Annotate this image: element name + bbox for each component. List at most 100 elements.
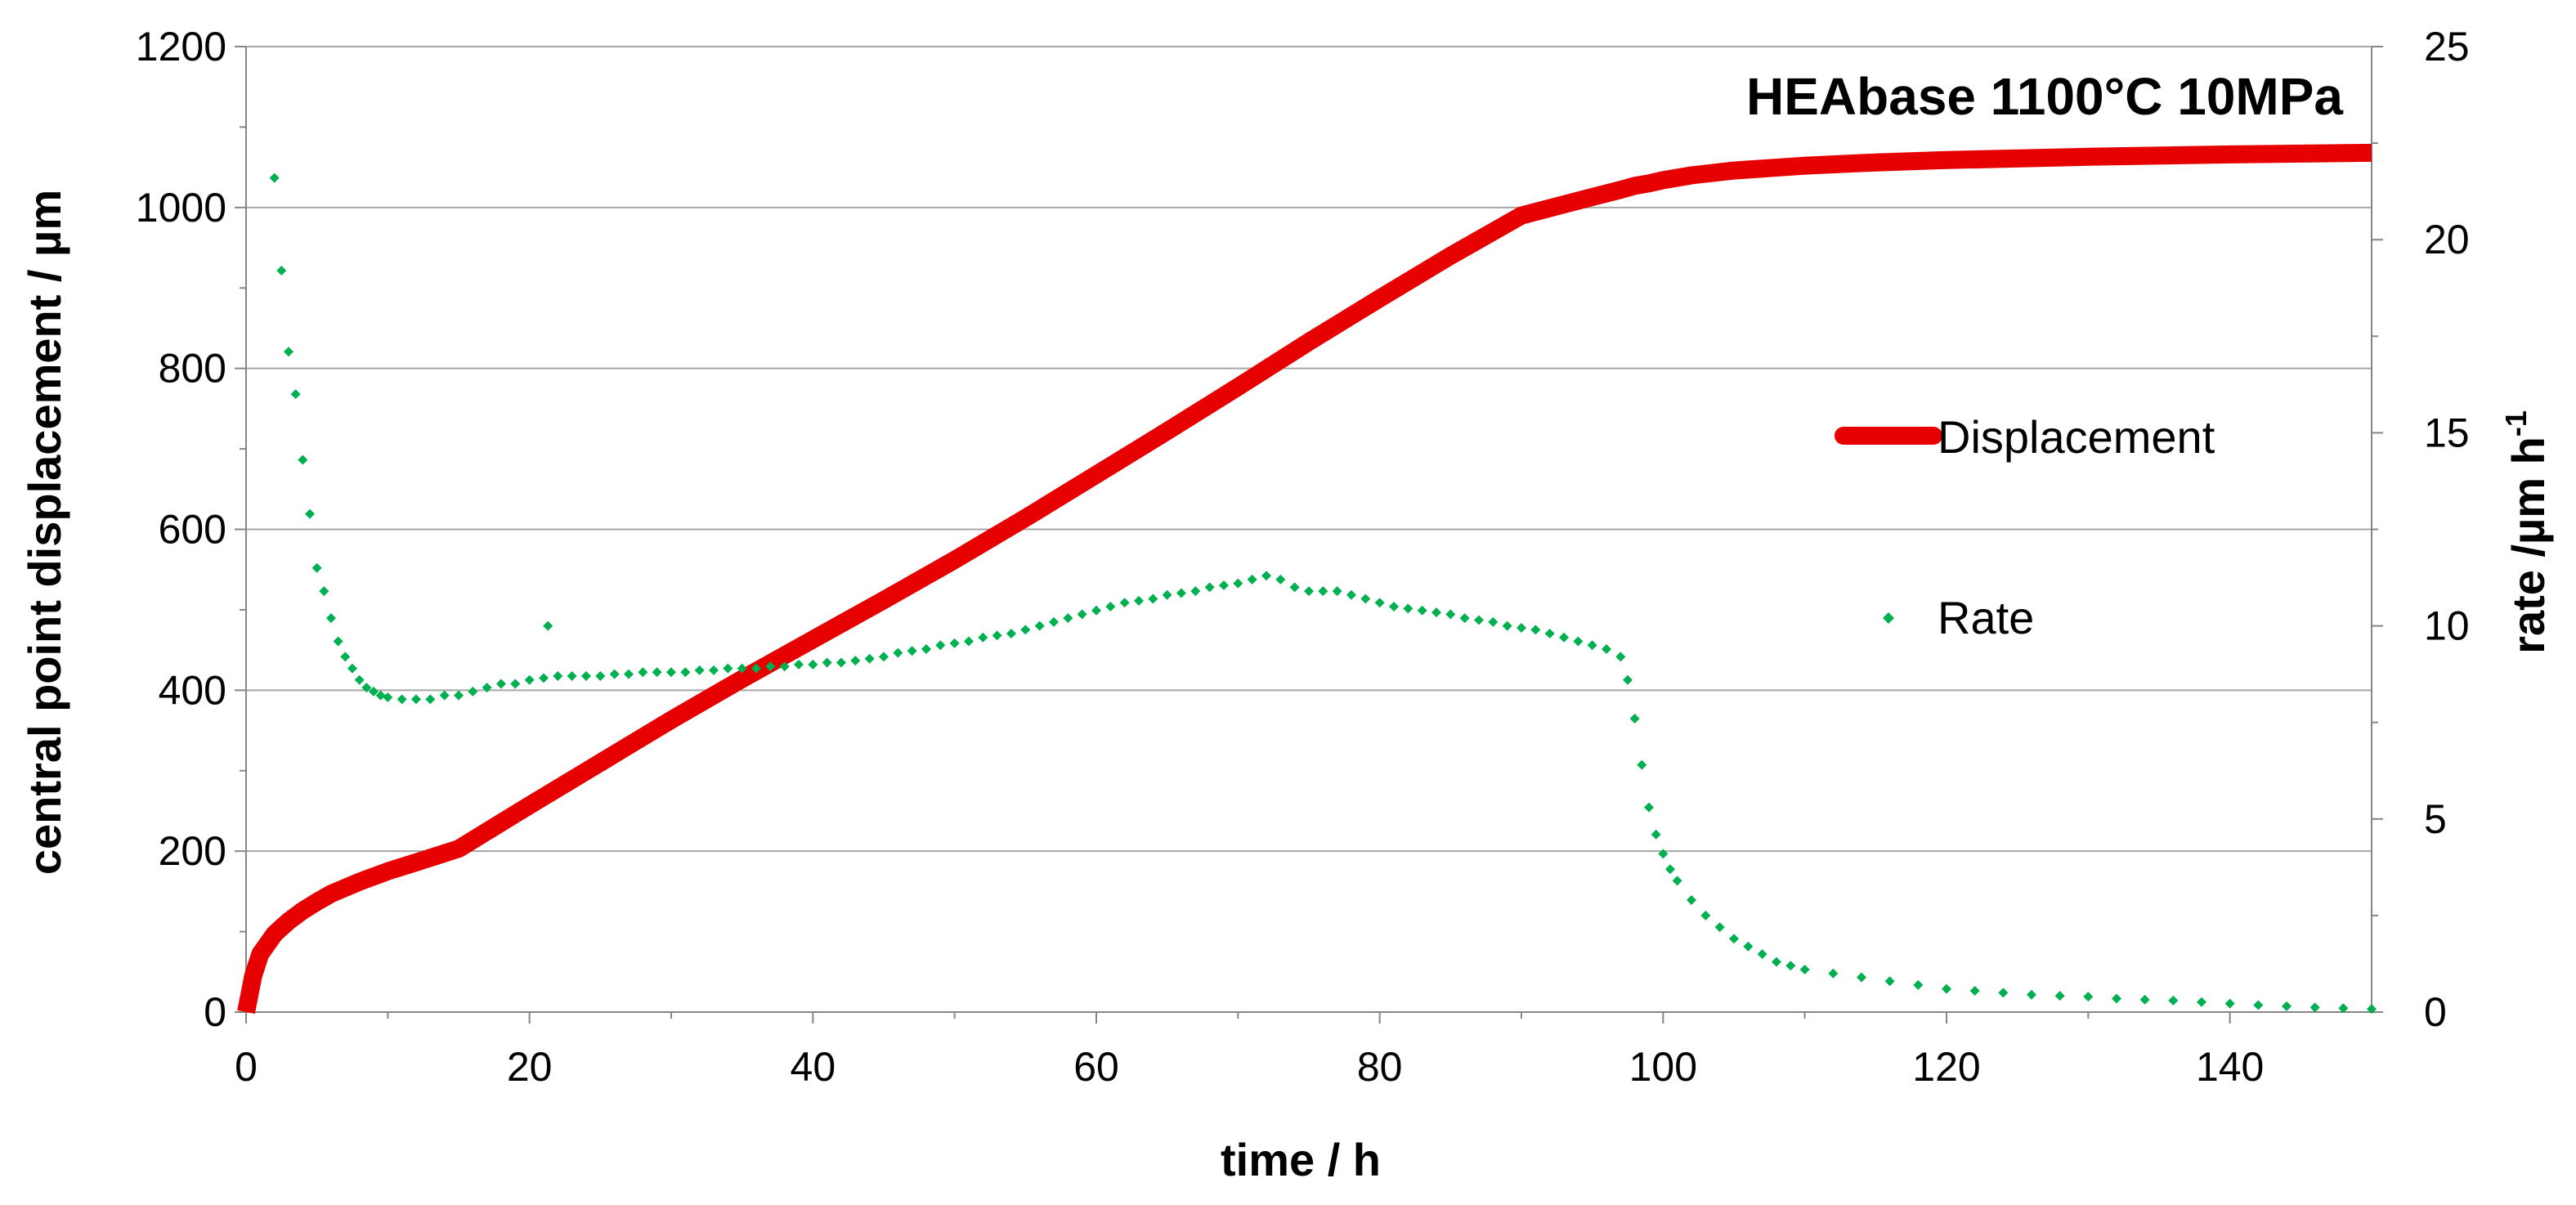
rate-point bbox=[290, 389, 301, 400]
rate-point bbox=[1714, 922, 1725, 933]
y-tick-label: 1000 bbox=[136, 185, 226, 231]
rate-point bbox=[1665, 864, 1675, 875]
x-axis-title: time / h bbox=[1221, 1134, 1381, 1185]
rate-point bbox=[496, 679, 506, 689]
rate-point bbox=[1318, 586, 1328, 597]
rate-point bbox=[347, 663, 357, 674]
y2-tick-label: 5 bbox=[2424, 796, 2447, 842]
x-tick-label: 80 bbox=[1357, 1044, 1403, 1090]
rate-point bbox=[411, 694, 421, 705]
rate-point bbox=[836, 657, 846, 668]
rate-point bbox=[1119, 598, 1130, 608]
axes bbox=[235, 46, 2383, 1024]
rate-point bbox=[1587, 640, 1597, 651]
y2-tick-label: 10 bbox=[2424, 603, 2470, 649]
rate-point bbox=[1615, 652, 1626, 662]
x-tick-label: 20 bbox=[507, 1044, 553, 1090]
rate-point bbox=[1913, 979, 1924, 990]
rate-point bbox=[581, 671, 591, 682]
rate-point bbox=[553, 671, 563, 682]
rate-point bbox=[1417, 605, 1427, 616]
rate-point bbox=[680, 667, 691, 678]
rate-point bbox=[1304, 586, 1314, 597]
legend-swatches bbox=[1835, 427, 1942, 624]
rate-point bbox=[1799, 965, 1810, 975]
rate-point bbox=[1651, 829, 1661, 840]
rate-point bbox=[1942, 983, 1951, 994]
rate-point bbox=[425, 694, 436, 705]
rate-point bbox=[305, 508, 315, 519]
rate-point bbox=[1445, 609, 1456, 620]
rate-point bbox=[333, 636, 343, 647]
rate-point bbox=[1644, 802, 1654, 813]
rate-point bbox=[1389, 601, 1399, 611]
rate-point bbox=[822, 657, 832, 668]
rate-point bbox=[1757, 949, 1767, 960]
rate-point bbox=[765, 661, 776, 672]
y2-tick-label: 0 bbox=[2424, 989, 2447, 1035]
rate-point bbox=[2197, 997, 2206, 1007]
rate-point bbox=[1672, 876, 1682, 886]
rate-point bbox=[978, 632, 988, 643]
rate-point bbox=[1969, 986, 1980, 997]
rate-point bbox=[2367, 1004, 2377, 1015]
rate-point bbox=[298, 455, 308, 465]
y2-axis-title-text: rate /µm h bbox=[2502, 437, 2554, 654]
legend-label-rate: Rate bbox=[1938, 592, 2034, 643]
rate-point bbox=[964, 636, 974, 647]
rate-point bbox=[1162, 589, 1172, 600]
rate-point bbox=[1233, 578, 1243, 589]
rate-point bbox=[1516, 622, 1526, 633]
rate-point bbox=[921, 643, 931, 654]
rate-point bbox=[2253, 1000, 2264, 1010]
rate-point bbox=[2282, 1001, 2292, 1011]
rate-point bbox=[369, 686, 379, 697]
rate-point bbox=[1637, 759, 1647, 770]
rate-point bbox=[624, 669, 634, 679]
y2-tick-label: 25 bbox=[2424, 24, 2470, 69]
rate-point bbox=[1134, 595, 1144, 606]
rate-point bbox=[276, 265, 287, 275]
rate-point bbox=[1431, 607, 1441, 618]
chart-title: HEAbase 1100°C 10MPa bbox=[1746, 67, 2343, 126]
y-tick-label: 200 bbox=[159, 828, 226, 874]
y-tick-label: 800 bbox=[159, 346, 226, 392]
rate-point bbox=[1360, 594, 1371, 604]
legend-label-displacement: Displacement bbox=[1938, 411, 2215, 463]
rate-point bbox=[361, 683, 372, 693]
rate-point bbox=[319, 586, 329, 597]
rate-point bbox=[1176, 588, 1186, 598]
rate-point bbox=[1190, 586, 1201, 597]
rate-point bbox=[1077, 609, 1087, 620]
rate-point bbox=[1729, 934, 1739, 944]
rate-point bbox=[1998, 988, 2009, 998]
rate-point bbox=[992, 630, 1002, 641]
rate-point bbox=[1602, 643, 1611, 654]
series-line-displacement bbox=[237, 143, 2372, 1015]
rate-point bbox=[1857, 972, 1866, 983]
rate-point bbox=[1884, 976, 1895, 987]
y2-tick-label: 15 bbox=[2424, 410, 2470, 455]
rate-point bbox=[1743, 941, 1754, 952]
rate-point bbox=[1530, 625, 1541, 635]
rate-point bbox=[340, 652, 351, 662]
rate-point bbox=[1332, 586, 1342, 597]
rate-point bbox=[1828, 968, 1839, 979]
rate-point bbox=[1105, 601, 1116, 611]
rate-point bbox=[543, 620, 553, 631]
rate-point bbox=[2309, 1002, 2320, 1013]
rate-point bbox=[524, 674, 535, 685]
rate-point bbox=[1623, 674, 1633, 685]
legend: Displacement Rate bbox=[1835, 411, 2215, 643]
series bbox=[237, 143, 2377, 1015]
rate-point bbox=[2338, 1003, 2349, 1014]
rate-point bbox=[666, 667, 676, 678]
rate-point bbox=[2083, 992, 2094, 1002]
y2-axis-title: rate /µm h-1 bbox=[2499, 410, 2554, 654]
rate-point bbox=[907, 646, 917, 656]
rate-point bbox=[269, 172, 280, 183]
rate-point bbox=[652, 667, 662, 678]
rate-point bbox=[2054, 991, 2065, 1001]
